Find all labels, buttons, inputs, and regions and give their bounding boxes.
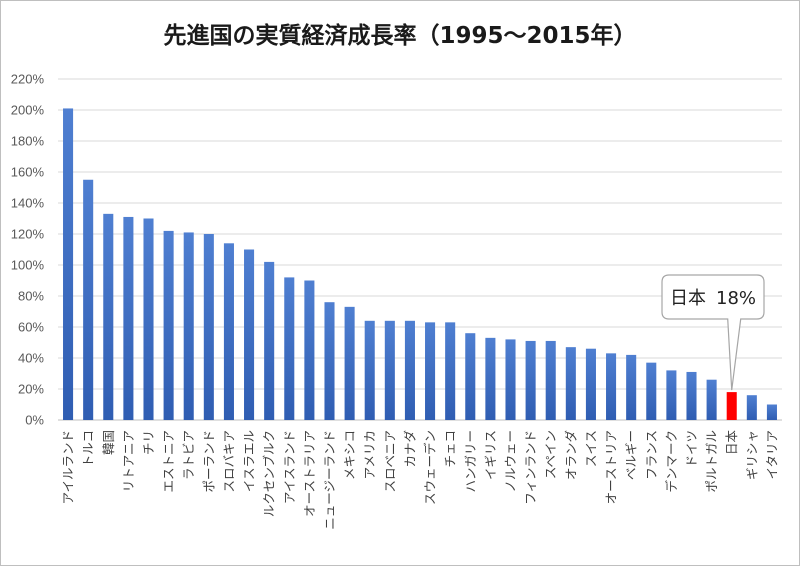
- category-label: 韓国: [101, 430, 116, 455]
- category-label: アイルランド: [61, 430, 76, 504]
- bar: [163, 230, 174, 420]
- category-label: スロバキア: [221, 430, 236, 493]
- category-label: イスラエル: [242, 430, 257, 492]
- category-label: スペイン: [543, 430, 558, 479]
- category-label: ハンガリー: [463, 430, 478, 493]
- y-tick-label: 160%: [11, 165, 45, 180]
- category-label: フランス: [644, 430, 659, 480]
- bar: [706, 379, 717, 420]
- category-label: カナダ: [402, 430, 417, 468]
- bar: [344, 306, 355, 420]
- bar: [384, 320, 395, 420]
- category-label: スウェーデン: [423, 430, 438, 505]
- bar: [103, 213, 114, 420]
- bar: [123, 216, 134, 420]
- y-tick-label: 0%: [25, 413, 44, 428]
- chart-title: 先進国の実質経済成長率（1995～2015年）: [163, 23, 637, 49]
- category-label: デンマーク: [664, 430, 679, 493]
- bar: [646, 362, 657, 420]
- category-label: スイス: [583, 430, 598, 467]
- bar: [666, 370, 677, 420]
- category-label: フィンランド: [523, 430, 538, 505]
- bar: [766, 404, 777, 420]
- bar: [284, 277, 295, 420]
- bar: [264, 261, 275, 420]
- bars: [63, 108, 777, 420]
- category-label: エストニア: [161, 430, 176, 493]
- bar: [485, 337, 496, 420]
- category-label: アメリカ: [362, 430, 377, 479]
- bar: [425, 322, 436, 420]
- category-label: ノルウェー: [503, 430, 518, 493]
- bar: [686, 371, 697, 420]
- bar: [364, 320, 375, 420]
- category-label: ドイツ: [684, 430, 699, 468]
- category-label: 日本: [724, 430, 739, 456]
- callout: 日本 18%: [661, 274, 765, 391]
- category-label: アイスランド: [282, 430, 297, 504]
- category-label: ポルトガル: [704, 430, 719, 493]
- bar: [445, 322, 456, 420]
- category-label: ニュージーランド: [322, 430, 337, 530]
- bar: [244, 249, 255, 420]
- bar: [545, 340, 556, 420]
- callout-box: [661, 274, 765, 391]
- y-tick-label: 180%: [11, 134, 45, 149]
- category-label: ルクセンブルク: [262, 430, 277, 517]
- bar: [525, 340, 536, 420]
- category-label: チェコ: [443, 430, 458, 468]
- category-label: ラトビア: [181, 430, 196, 480]
- category-label: ギリシャ: [744, 430, 759, 480]
- bar: [183, 232, 194, 420]
- category-label: オーストラリア: [302, 430, 317, 517]
- bar: [304, 280, 315, 420]
- bar: [223, 243, 234, 420]
- bar: [565, 347, 576, 420]
- callout-label: 日本: [670, 288, 706, 309]
- category-label: トルコ: [81, 430, 96, 467]
- category-label: イギリス: [483, 430, 498, 480]
- category-label: チリ: [141, 430, 156, 455]
- y-tick-label: 140%: [11, 196, 45, 211]
- y-tick-label: 220%: [11, 72, 45, 87]
- callout-value: 18%: [716, 288, 756, 309]
- bar: [465, 333, 476, 420]
- bar: [505, 339, 516, 420]
- category-label: メキシコ: [342, 430, 357, 480]
- bar: [63, 108, 74, 420]
- bar: [626, 354, 637, 420]
- bar: [83, 179, 94, 420]
- bar: [726, 392, 737, 420]
- category-label: リトアニア: [121, 430, 136, 492]
- y-axis-ticks: 0% 20% 40% 60% 80% 100% 120% 140% 160% 180% 200% 22…: [11, 72, 45, 428]
- category-labels: アイルランド トルコ 韓国 リトアニア チリ エストニア ラトビア ポーランド スロバキア イスラ…: [61, 430, 780, 530]
- category-label: スロベニア: [382, 430, 397, 493]
- category-label: オランダ: [563, 430, 578, 480]
- y-tick-label: 20%: [18, 382, 44, 397]
- bar: [203, 234, 214, 420]
- y-tick-label: 40%: [18, 351, 44, 366]
- bar: [585, 348, 596, 420]
- gridlines: [58, 78, 782, 421]
- y-tick-label: 200%: [11, 103, 45, 118]
- category-label: ポーランド: [201, 430, 216, 493]
- category-label: イタリア: [764, 430, 779, 480]
- bar: [404, 320, 415, 420]
- category-label: オーストリア: [604, 430, 619, 504]
- bar: [143, 218, 154, 420]
- bar: [324, 302, 335, 420]
- bar: [606, 353, 617, 420]
- y-tick-label: 60%: [18, 320, 44, 335]
- bar: [746, 395, 757, 420]
- y-tick-label: 120%: [11, 227, 45, 242]
- y-tick-label: 80%: [18, 289, 44, 304]
- y-tick-label: 100%: [11, 258, 45, 273]
- category-label: ベルギー: [624, 430, 639, 480]
